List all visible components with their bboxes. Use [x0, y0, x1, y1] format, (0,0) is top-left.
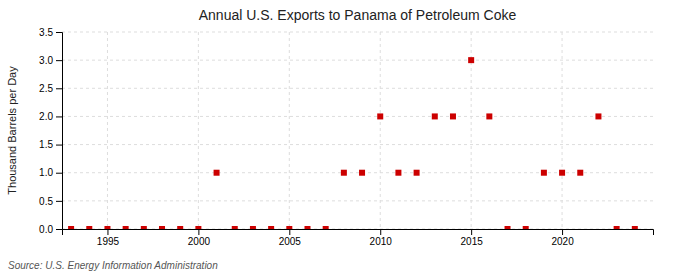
annotation: Source: U.S. Energy Information Administ…: [8, 260, 218, 271]
x-tick: 2010: [370, 229, 393, 247]
y-tick: 2.0: [39, 111, 62, 122]
x-tick: 2000: [188, 229, 211, 247]
y-tick: 0.5: [39, 196, 62, 207]
tick-label: 3.0: [39, 55, 53, 66]
x-tick: 2015: [461, 229, 484, 247]
point: [341, 170, 347, 176]
tick-mark: [56, 145, 62, 146]
grid-line: [198, 32, 199, 229]
chart: 1995 2000 2005 2010 2015 2020 0.0 0.5 1.0 1.5 2.0 2…: [0, 0, 675, 275]
tick-mark: [471, 229, 472, 235]
plot: 1995 2000 2005 2010 2015 2020 0.0 0.5 1.0 1.5 2.0 2…: [39, 27, 653, 247]
tick-mark: [380, 229, 381, 235]
tick-label: 2015: [461, 236, 484, 247]
grid-line: [62, 88, 653, 89]
point: [577, 170, 583, 176]
x-tick: 2020: [551, 229, 574, 247]
point: [486, 113, 492, 119]
tick-label: 2.0: [39, 111, 53, 122]
tick-label: 2010: [370, 236, 393, 247]
tick-mark: [56, 116, 62, 117]
tick-mark: [289, 229, 290, 235]
point: [432, 113, 438, 119]
point: [359, 170, 365, 176]
tick-mark: [107, 229, 108, 235]
grid-line: [62, 200, 653, 201]
point: [505, 226, 511, 229]
tick-mark: [56, 201, 62, 202]
axis-line: [63, 230, 654, 236]
point: [159, 226, 165, 229]
y-axis-title: Thousand Barrels per Day: [6, 66, 18, 195]
point: [86, 226, 92, 229]
tick-label: 0.0: [39, 224, 53, 235]
tick-mark: [56, 32, 62, 33]
y-tick: 3.5: [39, 27, 62, 38]
tick-label: 1.5: [39, 139, 53, 150]
axis-line: [56, 33, 63, 230]
y-axis: 0.0 0.5 1.0 1.5 2.0 2.5 3.0 3.5: [39, 27, 62, 235]
grid-line: [62, 116, 653, 117]
grid: [62, 32, 653, 229]
point: [123, 226, 129, 229]
grid-line: [380, 32, 381, 229]
y-tick: 2.5: [39, 83, 62, 94]
point: [104, 226, 110, 229]
tick-mark: [56, 173, 62, 174]
tick-mark: [562, 229, 563, 235]
y-tick: 1.5: [39, 139, 62, 150]
points: [68, 57, 638, 229]
tick-label: 1.0: [39, 167, 53, 178]
point: [214, 170, 220, 176]
x-tick: 2005: [279, 229, 302, 247]
point: [541, 170, 547, 176]
point: [559, 170, 565, 176]
point: [414, 170, 420, 176]
point: [595, 113, 601, 119]
grid-line: [62, 144, 653, 145]
point: [523, 226, 529, 229]
grid-line: [62, 32, 653, 33]
point: [177, 226, 183, 229]
point: [323, 226, 329, 229]
point: [141, 226, 147, 229]
y-tick: 1.0: [39, 167, 62, 178]
y-tick: 3.0: [39, 55, 62, 66]
tick-label: 2.5: [39, 83, 53, 94]
tick-mark: [198, 229, 199, 235]
point: [195, 226, 201, 229]
tick-label: 2000: [188, 236, 211, 247]
x-axis: 1995 2000 2005 2010 2015 2020: [63, 229, 654, 247]
tick-label: 2005: [279, 236, 302, 247]
grid-line: [62, 60, 653, 61]
point: [232, 226, 238, 229]
point: [268, 226, 274, 229]
tick-label: 3.5: [39, 27, 53, 38]
grid-line: [562, 32, 563, 229]
point: [377, 113, 383, 119]
x-tick: 1995: [97, 229, 120, 247]
point: [468, 57, 474, 63]
point: [450, 113, 456, 119]
title: Annual U.S. Exports to Panama of Petrole…: [199, 7, 517, 23]
point: [632, 226, 638, 229]
point: [304, 226, 310, 229]
tick-mark: [56, 60, 62, 61]
point: [250, 226, 256, 229]
point: [286, 226, 292, 229]
point: [68, 226, 74, 229]
point: [395, 170, 401, 176]
tick-label: 1995: [97, 236, 120, 247]
y-tick: 0.0: [39, 224, 62, 235]
tick-mark: [56, 88, 62, 89]
tick-label: 2020: [551, 236, 574, 247]
grid-line: [289, 32, 290, 229]
grid-line: [107, 32, 108, 229]
tick-label: 0.5: [39, 196, 53, 207]
tick-mark: [56, 229, 62, 230]
point: [614, 226, 620, 229]
